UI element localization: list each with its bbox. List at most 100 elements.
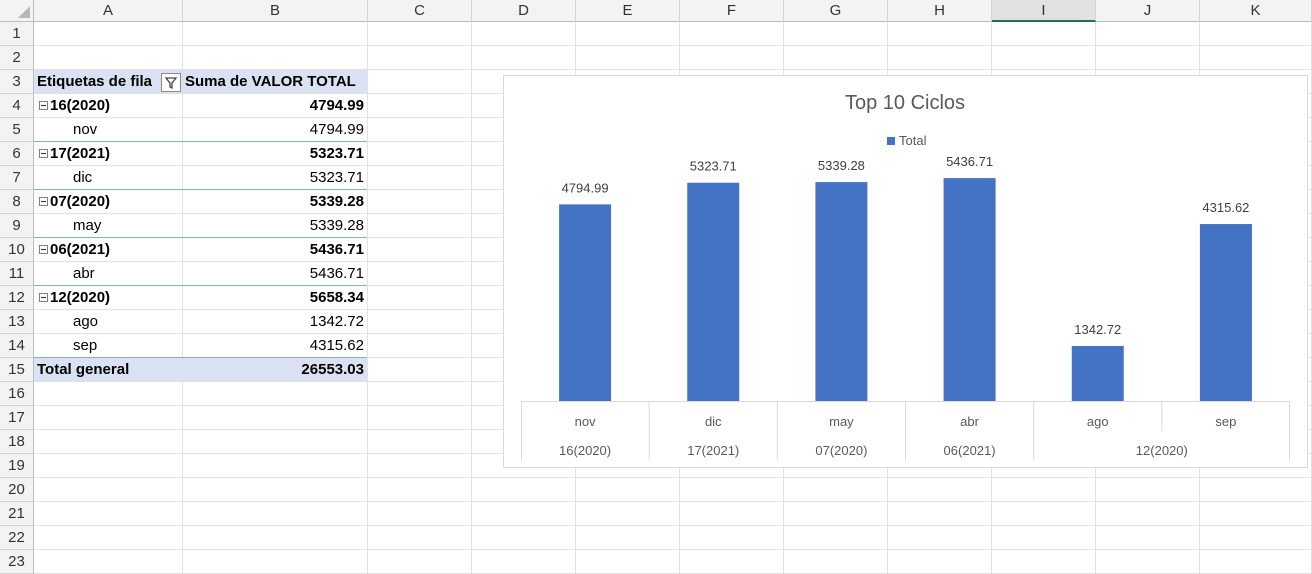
collapse-icon[interactable] <box>39 244 48 254</box>
group-separator <box>34 141 367 142</box>
pivot-item-label[interactable]: dic <box>73 169 93 186</box>
pivot-item-label[interactable]: sep <box>73 337 98 354</box>
column-header-a[interactable]: A <box>34 0 183 22</box>
group-separator <box>34 189 367 190</box>
data-label: 5339.28 <box>818 158 865 173</box>
row-header-19[interactable]: 19 <box>0 454 34 478</box>
pivot-item-label[interactable]: abr <box>73 265 95 282</box>
collapse-icon[interactable] <box>39 148 48 158</box>
gridline-horizontal <box>34 45 1312 46</box>
column-header-f[interactable]: F <box>680 0 784 22</box>
row-header-21[interactable]: 21 <box>0 502 34 526</box>
pivot-group-label[interactable]: 12(2020) <box>34 286 183 310</box>
data-label: 1342.72 <box>1074 322 1121 337</box>
pivot-row-labels-header[interactable]: Etiquetas de fila <box>37 73 153 90</box>
row-header-11[interactable]: 11 <box>0 262 34 286</box>
column-header-e[interactable]: E <box>576 0 680 22</box>
column-header-d[interactable]: D <box>472 0 576 22</box>
x-tick-label: sep <box>1215 414 1236 429</box>
pivot-item-label[interactable]: ago <box>73 313 99 330</box>
pivot-item-value[interactable]: 4794.99 <box>309 121 364 138</box>
bar-may <box>815 182 868 401</box>
bar-chart[interactable]: Top 10 Ciclos Total 4794.99 nov 5323.71 dic 53… <box>503 75 1308 468</box>
pivot-item-value[interactable]: 5339.28 <box>309 217 364 234</box>
x-group-label: 06(2021) <box>944 443 996 458</box>
gridline-horizontal <box>34 69 1312 70</box>
column-header-k[interactable]: K <box>1200 0 1312 22</box>
filter-icon <box>164 77 178 90</box>
row-header-3[interactable]: 3 <box>0 70 34 94</box>
pivot-group-label[interactable]: 06(2021) <box>34 238 183 262</box>
column-header-c[interactable]: C <box>368 0 472 22</box>
row-header-10[interactable]: 10 <box>0 238 34 262</box>
row-header-14[interactable]: 14 <box>0 334 34 358</box>
pivot-group-total[interactable]: 4794.99 <box>309 97 364 114</box>
row-header-8[interactable]: 8 <box>0 190 34 214</box>
row-header-6[interactable]: 6 <box>0 142 34 166</box>
pivot-group-total[interactable]: 5436.71 <box>309 241 364 258</box>
row-header-4[interactable]: 4 <box>0 94 34 118</box>
pivot-item-label[interactable]: may <box>73 217 102 234</box>
data-label: 5323.71 <box>690 159 737 174</box>
row-header-13[interactable]: 13 <box>0 310 34 334</box>
group-separator <box>34 357 367 358</box>
collapse-icon[interactable] <box>39 100 48 110</box>
gridline-vertical <box>182 22 183 573</box>
row-header-18[interactable]: 18 <box>0 430 34 454</box>
gridline-horizontal <box>34 525 1312 526</box>
pivot-group-label[interactable]: 16(2020) <box>34 94 183 118</box>
column-header-b[interactable]: B <box>183 0 368 22</box>
collapse-icon[interactable] <box>39 292 48 302</box>
row-header-23[interactable]: 23 <box>0 550 34 574</box>
pivot-grand-total-label[interactable]: Total general <box>37 361 130 378</box>
row-header-7[interactable]: 7 <box>0 166 34 190</box>
pivot-group-label-text: 12(2020) <box>50 289 111 306</box>
pivot-group-total[interactable]: 5658.34 <box>309 289 364 306</box>
pivot-group-label-text: 06(2021) <box>50 241 111 258</box>
column-header-h[interactable]: H <box>888 0 992 22</box>
x-group-label: 17(2021) <box>687 443 739 458</box>
filter-dropdown-button[interactable] <box>161 73 181 92</box>
pivot-item-value[interactable]: 4315.62 <box>309 337 364 354</box>
row-header-20[interactable]: 20 <box>0 478 34 502</box>
column-header-i[interactable]: I <box>992 0 1096 22</box>
row-header-9[interactable]: 9 <box>0 214 34 238</box>
row-header-12[interactable]: 12 <box>0 286 34 310</box>
pivot-group-label-text: 07(2020) <box>50 193 111 210</box>
pivot-item-value[interactable]: 5436.71 <box>309 265 364 282</box>
select-all-corner[interactable] <box>0 0 34 22</box>
row-header-16[interactable]: 16 <box>0 382 34 406</box>
data-label: 5436.71 <box>946 154 993 169</box>
bar-sep <box>1199 224 1252 401</box>
pivot-item-value[interactable]: 1342.72 <box>309 313 364 330</box>
row-header-15[interactable]: 15 <box>0 358 34 382</box>
bar-ago <box>1071 345 1124 401</box>
pivot-value-header[interactable]: Suma de VALOR TOTAL <box>185 73 356 90</box>
pivot-group-total[interactable]: 5323.71 <box>309 145 364 162</box>
pivot-group-label-text: 16(2020) <box>50 97 111 114</box>
x-tick-label: abr <box>960 414 979 429</box>
bar-nov <box>559 204 612 401</box>
collapse-icon[interactable] <box>39 196 48 206</box>
row-header-17[interactable]: 17 <box>0 406 34 430</box>
pivot-item-value[interactable]: 5323.71 <box>309 169 364 186</box>
pivot-item-label[interactable]: nov <box>73 121 98 138</box>
column-header-j[interactable]: J <box>1096 0 1200 22</box>
pivot-group-total[interactable]: 5339.28 <box>309 193 364 210</box>
group-separator <box>34 285 367 286</box>
gridline-horizontal <box>34 549 1312 550</box>
pivot-group-label[interactable]: 17(2021) <box>34 142 183 166</box>
data-label: 4794.99 <box>562 180 609 195</box>
row-header-5[interactable]: 5 <box>0 118 34 142</box>
gridline-vertical <box>471 22 472 573</box>
chart-title: Top 10 Ciclos <box>845 92 965 114</box>
row-header-1[interactable]: 1 <box>0 22 34 46</box>
row-header-2[interactable]: 2 <box>0 46 34 70</box>
row-header-22[interactable]: 22 <box>0 526 34 550</box>
column-header-g[interactable]: G <box>784 0 888 22</box>
pivot-grand-total-value[interactable]: 26553.03 <box>301 361 364 378</box>
legend-swatch <box>887 137 895 145</box>
pivot-group-label[interactable]: 07(2020) <box>34 190 183 214</box>
x-group-label: 16(2020) <box>559 443 611 458</box>
